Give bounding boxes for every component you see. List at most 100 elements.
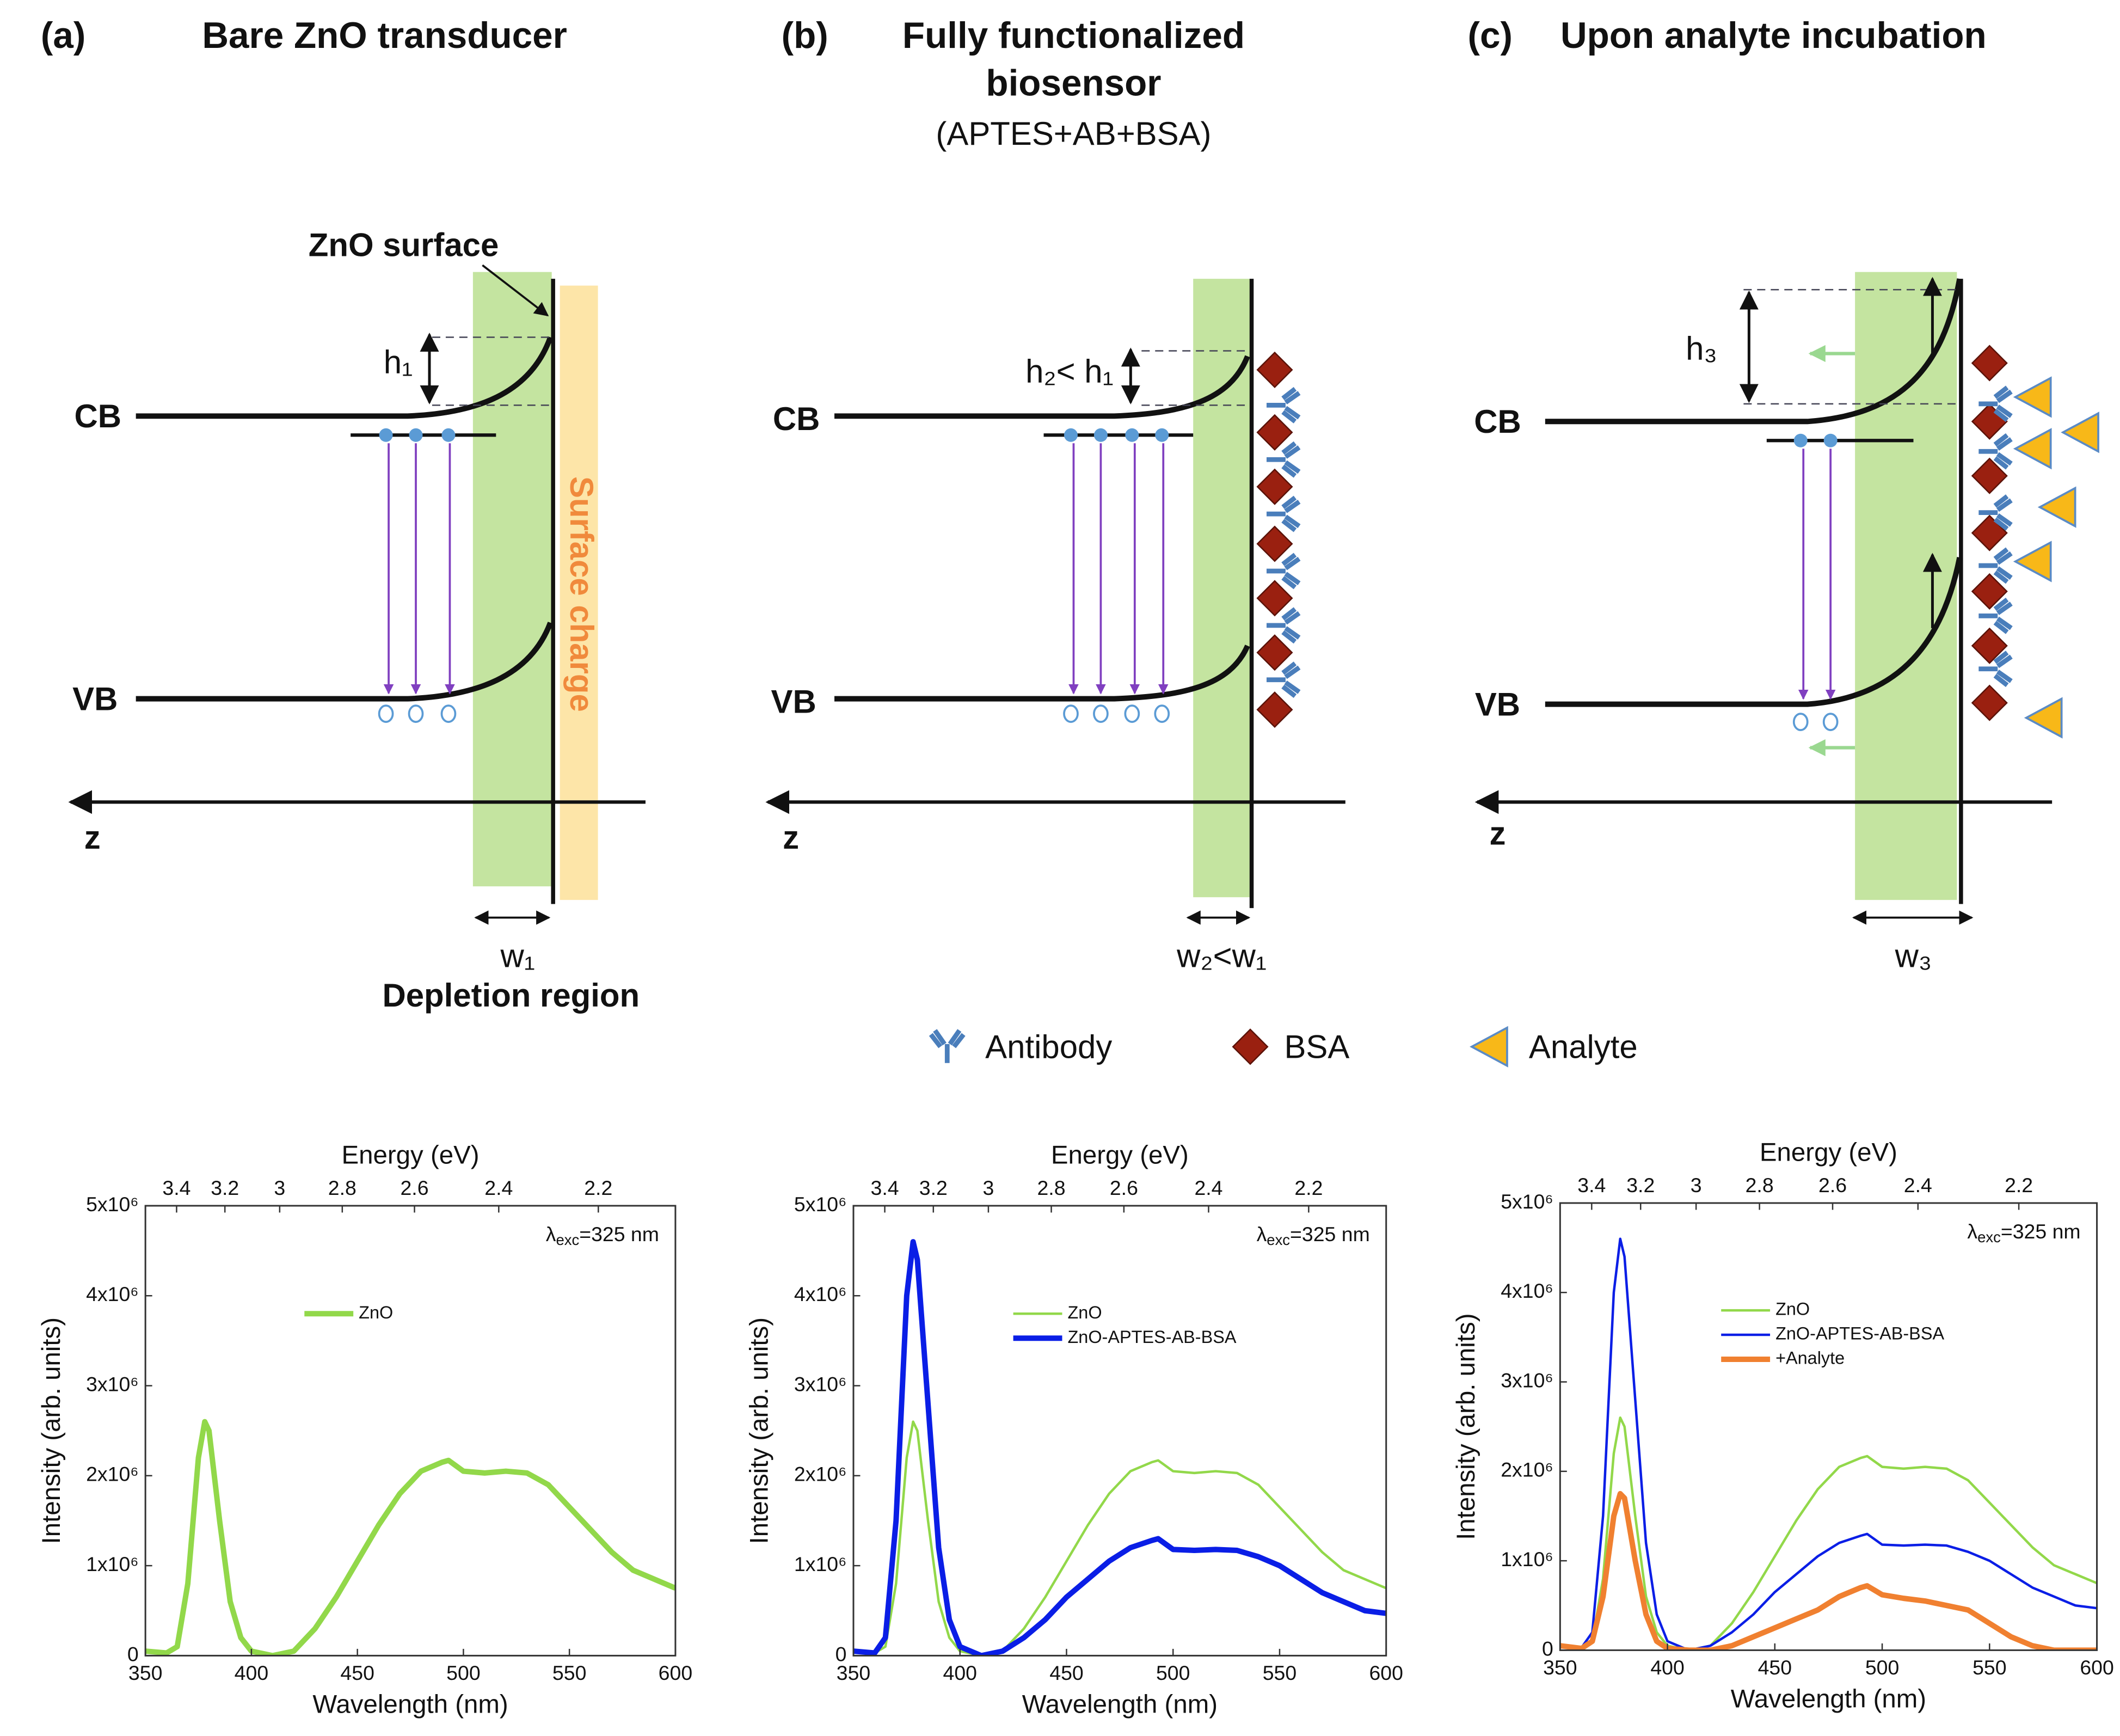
diagram-path [834,645,1250,702]
diagram-use [2014,428,2052,469]
x2-tick-label: 3 [983,1176,994,1199]
legend-label: ZnO [1067,1303,1102,1322]
y-tick-label: 1x10⁶ [86,1553,139,1575]
legend-label: ZnO [359,1303,393,1322]
x-tick-label: 400 [943,1661,977,1684]
x2-tick-label: 2.4 [1904,1174,1932,1197]
x2-tick-label: 2.8 [1037,1176,1065,1199]
diagram-ellipse [440,704,457,723]
y-tick-label: 0 [835,1642,847,1665]
legend-label: ZnO-APTES-AB-BSA [1067,1327,1236,1347]
x2-tick-label: 3.2 [211,1176,239,1199]
width-label: w₁ [500,937,535,974]
diagram-use [2025,697,2063,738]
x-tick-label: 350 [128,1661,162,1684]
panel-label: (b) [782,15,828,56]
y-tick-label: 5x10⁶ [1501,1190,1553,1213]
annotation: λexc=325 nm [546,1223,659,1248]
vb-label: VB [1475,686,1520,722]
diagram-ellipse [1093,704,1109,723]
diagram-path [834,355,1250,419]
z-label: z [84,819,101,856]
diagram-use [1471,1027,1508,1067]
x-axis-label: Wavelength (nm) [312,1690,508,1719]
diagram-use [1267,389,1299,421]
z-label: z [1489,815,1505,852]
width-label: w₂<w₁ [1176,937,1267,974]
diagram-g [1792,713,1839,731]
diagram-use [1256,580,1293,616]
y-tick-label: 5x10⁶ [794,1193,847,1216]
y-tick-label: 4x10⁶ [794,1283,847,1305]
diagram-circle [409,428,423,442]
diagram-use [1267,664,1299,696]
x-tick-label: 500 [446,1661,480,1684]
panel-label: (c) [1468,15,1513,56]
y-tick-label: 2x10⁶ [794,1463,847,1486]
x2-tick-label: 2.6 [400,1176,428,1199]
width-label: w₃ [1895,937,1932,974]
height-label: h₃ [1686,330,1717,366]
diagram-use [1978,549,2011,582]
diagram-use [2014,377,2052,418]
x-tick-label: 500 [1865,1656,1899,1679]
diagram-use [1267,443,1299,476]
panel-title: Bare ZnO transducer [202,15,567,56]
annotation: λexc=325 nm [1257,1223,1370,1248]
diagram-circle [1155,428,1169,442]
diagram-use [2038,487,2076,527]
diagram-ellipse [1792,713,1809,731]
annotation-subscript: exc [1977,1229,2001,1246]
x2-tick-label: 3.4 [162,1176,191,1199]
diagram-ellipse [1154,704,1170,723]
annotation-symbol: λ [1967,1220,1977,1243]
diagram-g [1063,704,1170,723]
series-line [1560,1237,2097,1651]
plot-frame [852,1205,1387,1657]
diagram-g [1064,428,1169,442]
diagram-g [1798,449,1836,700]
y-tick-label: 4x10⁶ [1501,1279,1553,1302]
legend-label: Analyte [1529,1029,1638,1065]
diagram-path [136,336,553,419]
x2-tick-label: 3.4 [871,1176,899,1199]
x2-tick-label: 2.6 [1818,1174,1847,1197]
y-tick-label: 3x10⁶ [1501,1369,1553,1391]
vb-label: VB [771,683,816,720]
legend-label: ZnO [1775,1299,1810,1319]
y-tick-label: 4x10⁶ [86,1283,139,1305]
diagram-use [1971,685,2008,721]
diagram-use [1256,414,1293,451]
panel-title: Upon analyte incubation [1560,15,1987,56]
diagram-rect [472,272,552,887]
diagram-ellipse [378,704,394,723]
series-line [1560,1490,2097,1651]
annotation-text: =325 nm [579,1223,659,1246]
y-tick-label: 3x10⁶ [86,1372,139,1395]
diagram-ellipse [1822,713,1839,731]
x-tick-label: 500 [1156,1661,1190,1684]
cb-label: CB [1474,403,1521,440]
x2-axis-label: Energy (eV) [1760,1138,1897,1167]
plot-frame [144,1205,677,1657]
charge-label: Surface charge [563,476,600,712]
x2-tick-label: 3 [1691,1174,1702,1197]
diagram-g [1068,443,1169,695]
x2-tick-label: 2.6 [1110,1176,1138,1199]
diagram-ellipse [1124,704,1140,723]
x-tick-label: 600 [2080,1656,2113,1679]
y-tick-label: 0 [127,1642,139,1665]
diagram-path [1545,557,1963,707]
x2-tick-label: 3.2 [919,1176,948,1199]
diagram-use [1256,525,1293,562]
annotation-subscript: exc [1267,1231,1290,1248]
x2-tick-label: 2.2 [584,1176,612,1199]
x2-tick-label: 2.8 [328,1176,357,1199]
annotation-text: =325 nm [2001,1220,2081,1243]
cb-label: CB [773,401,820,437]
panel-title: biosensor [986,63,1161,103]
series-line [853,1420,1386,1656]
diagram-rect [1193,279,1251,898]
diagram-line [482,264,549,317]
